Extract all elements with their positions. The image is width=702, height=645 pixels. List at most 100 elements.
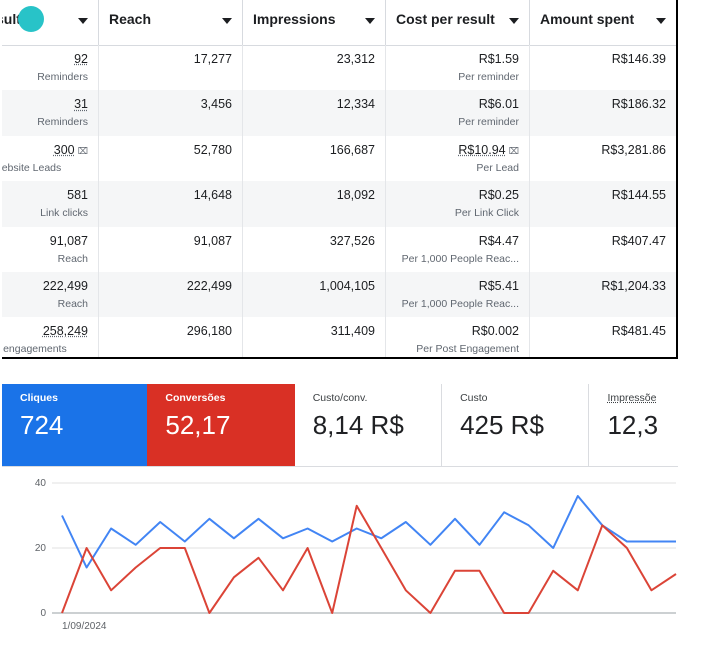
results-value[interactable]: 258,249 <box>42 324 88 339</box>
reach-value: 17,277 <box>193 52 232 66</box>
results-value: 91,087 <box>49 233 88 248</box>
metric-cards: Cliques 724 Conversões 52,17 Custo/conv.… <box>2 384 678 467</box>
cell-amount-spent: R$3,281.86 <box>530 136 676 181</box>
cost-value: R$0.25 <box>478 188 519 203</box>
y-tick-label: 20 <box>35 543 47 554</box>
sort-dropdown-icon[interactable] <box>365 18 375 24</box>
cost-type: Per 1,000 People Reac... <box>401 252 519 265</box>
cell-reach: 296,180 <box>99 317 243 357</box>
metric-value: 8,14 R$ <box>312 410 404 440</box>
metric-value: 12,3 <box>607 410 659 440</box>
column-header-cost-per-result[interactable]: Cost per result <box>386 0 530 45</box>
sort-dropdown-icon[interactable] <box>656 18 666 24</box>
cell-amount-spent: R$481.45 <box>530 317 676 357</box>
cell-cost-per-result: R$0.25 Per Link Click <box>386 181 530 227</box>
cost-value: R$6.01 <box>478 97 519 112</box>
cost-type: Per reminder <box>458 71 519 83</box>
sort-dropdown-icon[interactable] <box>78 18 88 24</box>
metric-label: Cliques <box>20 392 58 404</box>
cell-cost-per-result: R$6.01 Per reminder <box>386 90 530 136</box>
y-tick-label: 0 <box>40 608 46 619</box>
metric-card-impressions[interactable]: Impressõe 12,3 <box>589 384 678 466</box>
cost-value: R$4.47 <box>478 233 519 248</box>
info-flag-icon[interactable]: ⌧ <box>508 145 519 156</box>
cell-amount-spent: R$186.32 <box>530 90 676 135</box>
metric-card-conversions[interactable]: Conversões 52,17 <box>147 384 295 466</box>
metric-label: Custo/conv. <box>312 392 368 404</box>
column-header-impressions[interactable]: Impressions <box>243 0 386 45</box>
column-header-reach[interactable]: Reach <box>99 0 243 45</box>
results-value[interactable]: 300 <box>53 142 75 157</box>
cell-cost-per-result: R$1.59 Per reminder <box>386 45 530 91</box>
metric-label: Impressõe <box>607 392 657 404</box>
table-row: 258,249 st engagements 296,180 311,409 R… <box>2 317 676 357</box>
column-header-label: Amount spent <box>540 11 635 27</box>
column-header-results[interactable]: sults <box>2 0 99 45</box>
results-type: st engagements <box>2 343 67 356</box>
results-value: 581 <box>67 188 88 203</box>
results-value[interactable]: 92 <box>74 52 88 66</box>
results-value-wrap: 300 ⌧ <box>54 143 88 157</box>
reach-value: 296,180 <box>186 324 232 339</box>
cell-cost-per-result: R$5.41 Per 1,000 People Reac... <box>386 271 530 318</box>
cell-reach: 14,648 <box>99 181 243 227</box>
cost-value: R$5.41 <box>478 278 519 293</box>
metric-card-cost-per-conversion[interactable]: Custo/conv. 8,14 R$ <box>294 384 443 466</box>
metric-label: Custo <box>460 392 488 404</box>
spent-value: R$144.55 <box>611 188 666 203</box>
cell-impressions: 12,334 <box>243 90 386 136</box>
x-axis-start-label: 1/09/2024 <box>62 621 107 632</box>
series-line-convers-es[interactable] <box>61 504 677 614</box>
series-line-cliques[interactable] <box>61 495 676 569</box>
spent-value: R$186.32 <box>611 97 666 112</box>
metric-card-cost[interactable]: Custo 425 R$ <box>442 384 590 466</box>
cell-results: 222,499 Reach <box>2 271 99 318</box>
results-type: Reminders <box>37 116 88 129</box>
cost-type: Per reminder <box>458 116 519 129</box>
metric-value: 724 <box>20 410 64 440</box>
cost-value-wrap: R$10.94 ⌧ <box>458 143 519 157</box>
impressions-value: 311,409 <box>330 324 375 339</box>
cell-amount-spent: R$1,204.33 <box>530 272 676 317</box>
metric-value: 52,17 <box>165 410 231 440</box>
results-type: Website Leads <box>2 161 62 174</box>
column-header-amount-spent[interactable]: Amount spent <box>530 0 676 45</box>
table-row: 222,499 Reach 222,499 1,004,105 R$5.41 P… <box>2 271 676 318</box>
cell-reach: 52,780 <box>99 135 243 182</box>
metric-card-clicks[interactable]: Cliques 724 <box>2 384 148 466</box>
chart-series <box>61 495 677 614</box>
cell-impressions: 23,312 <box>243 45 386 91</box>
sort-dropdown-icon[interactable] <box>222 18 232 24</box>
cell-results: 92 Reminders <box>2 45 99 91</box>
y-axis-ticks: 40 20 0 <box>35 478 47 619</box>
impressions-value: 23,312 <box>336 52 375 66</box>
table-body: 92 Reminders 17,277 23,312 R$1.59 Per re… <box>2 45 676 357</box>
cell-impressions: 166,687 <box>243 135 386 182</box>
column-header-label: Cost per result <box>396 11 495 27</box>
cell-results: 31 Reminders <box>2 90 99 136</box>
info-flag-icon[interactable]: ⌧ <box>77 145 88 156</box>
cost-type: Per Lead <box>476 161 519 174</box>
table-row: 91,087 Reach 91,087 327,526 R$4.47 Per 1… <box>2 226 676 272</box>
cell-cost-per-result: R$10.94 ⌧ Per Lead <box>386 135 530 182</box>
cost-value: R$0.002 <box>471 324 519 339</box>
table-row: 300⌧ Website Leads 52,780 166,687 R$10.9… <box>2 135 676 182</box>
cell-impressions: 18,092 <box>243 181 386 227</box>
sort-dropdown-icon[interactable] <box>509 18 519 24</box>
impressions-value: 327,526 <box>329 233 375 248</box>
y-tick-label: 40 <box>35 478 47 489</box>
spent-value: R$1,204.33 <box>601 278 666 293</box>
cell-amount-spent: R$144.55 <box>530 181 676 226</box>
results-value[interactable]: 31 <box>74 97 88 112</box>
cost-value: R$1.59 <box>478 52 519 66</box>
cell-reach: 17,277 <box>99 45 243 91</box>
impressions-value: 18,092 <box>336 188 375 203</box>
cell-cost-per-result: R$0.002 Per Post Engagement <box>386 317 530 357</box>
reach-value: 3,456 <box>200 97 232 112</box>
chart-grid <box>52 482 676 614</box>
cell-impressions: 311,409 <box>243 317 386 357</box>
reach-value: 91,087 <box>193 233 232 248</box>
cost-value[interactable]: R$10.94 <box>458 142 506 157</box>
cell-reach: 222,499 <box>99 271 243 318</box>
cell-cost-per-result: R$4.47 Per 1,000 People Reac... <box>386 226 530 272</box>
